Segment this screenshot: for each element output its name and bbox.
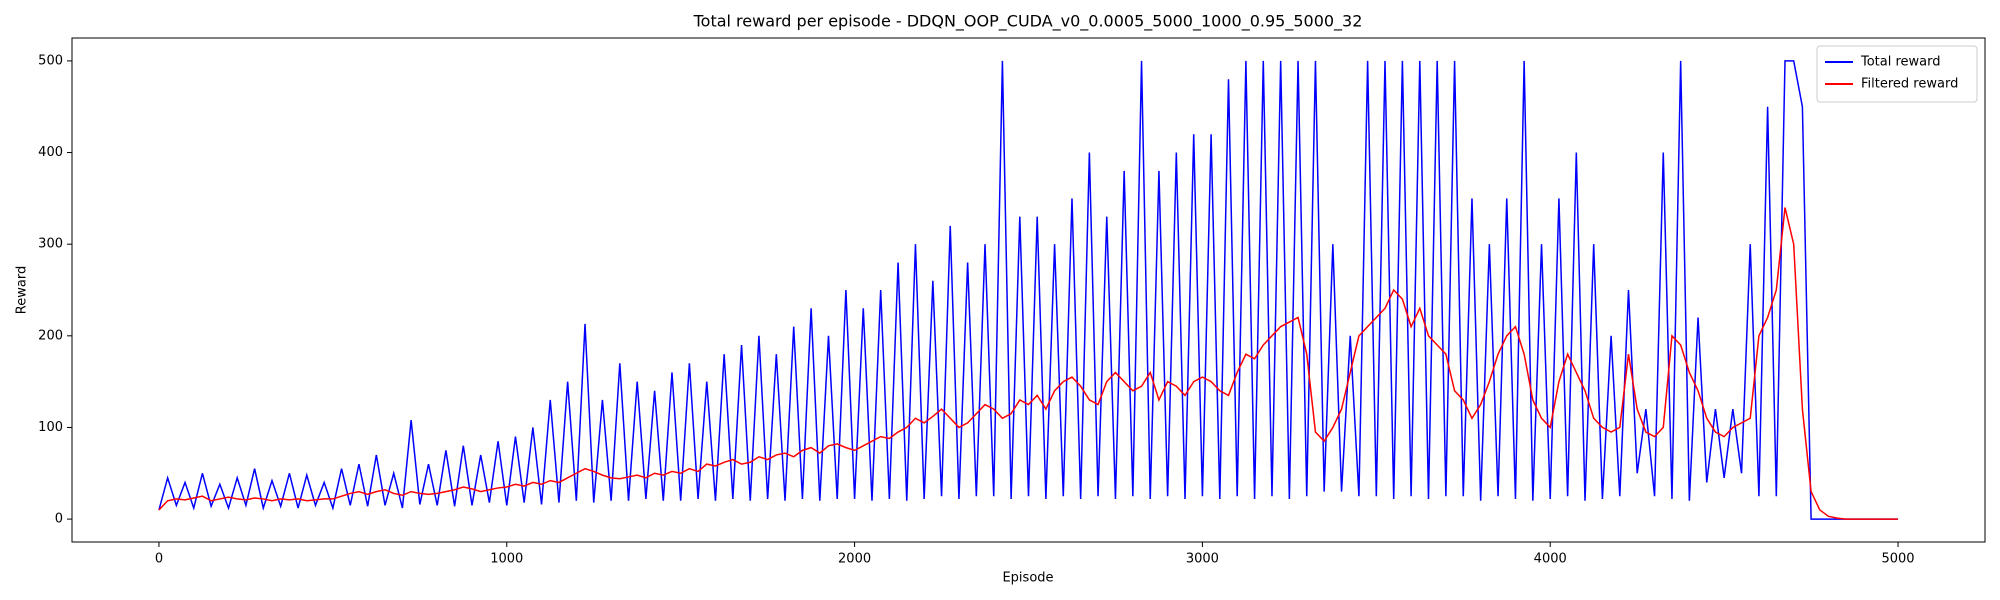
x-axis-label: Episode bbox=[1002, 571, 1053, 586]
x-tick-label: 3000 bbox=[1186, 552, 1219, 567]
plot-frame bbox=[71, 37, 1986, 543]
x-tick-label: 2000 bbox=[838, 552, 871, 567]
x-tick-label: 1000 bbox=[490, 552, 523, 567]
y-tick-label: 300 bbox=[38, 237, 63, 252]
y-axis-label: Reward bbox=[15, 266, 30, 314]
legend-box bbox=[1816, 45, 1978, 103]
chart-title: Total reward per episode - DDQN_OOP_CUDA… bbox=[693, 12, 1363, 32]
legend-label: Total reward bbox=[1860, 55, 1941, 70]
x-tick-label: 4000 bbox=[1534, 552, 1567, 567]
y-tick-label: 200 bbox=[38, 328, 63, 343]
x-tick-label: 5000 bbox=[1881, 552, 1914, 567]
y-tick-label: 0 bbox=[55, 512, 63, 527]
y-tick-label: 500 bbox=[38, 53, 63, 68]
series-line bbox=[158, 207, 1899, 520]
legend-label: Filtered reward bbox=[1861, 77, 1958, 92]
series-line bbox=[158, 60, 1899, 520]
y-tick-label: 400 bbox=[38, 145, 63, 160]
y-tick-label: 100 bbox=[38, 420, 63, 435]
x-tick-label: 0 bbox=[155, 552, 163, 567]
